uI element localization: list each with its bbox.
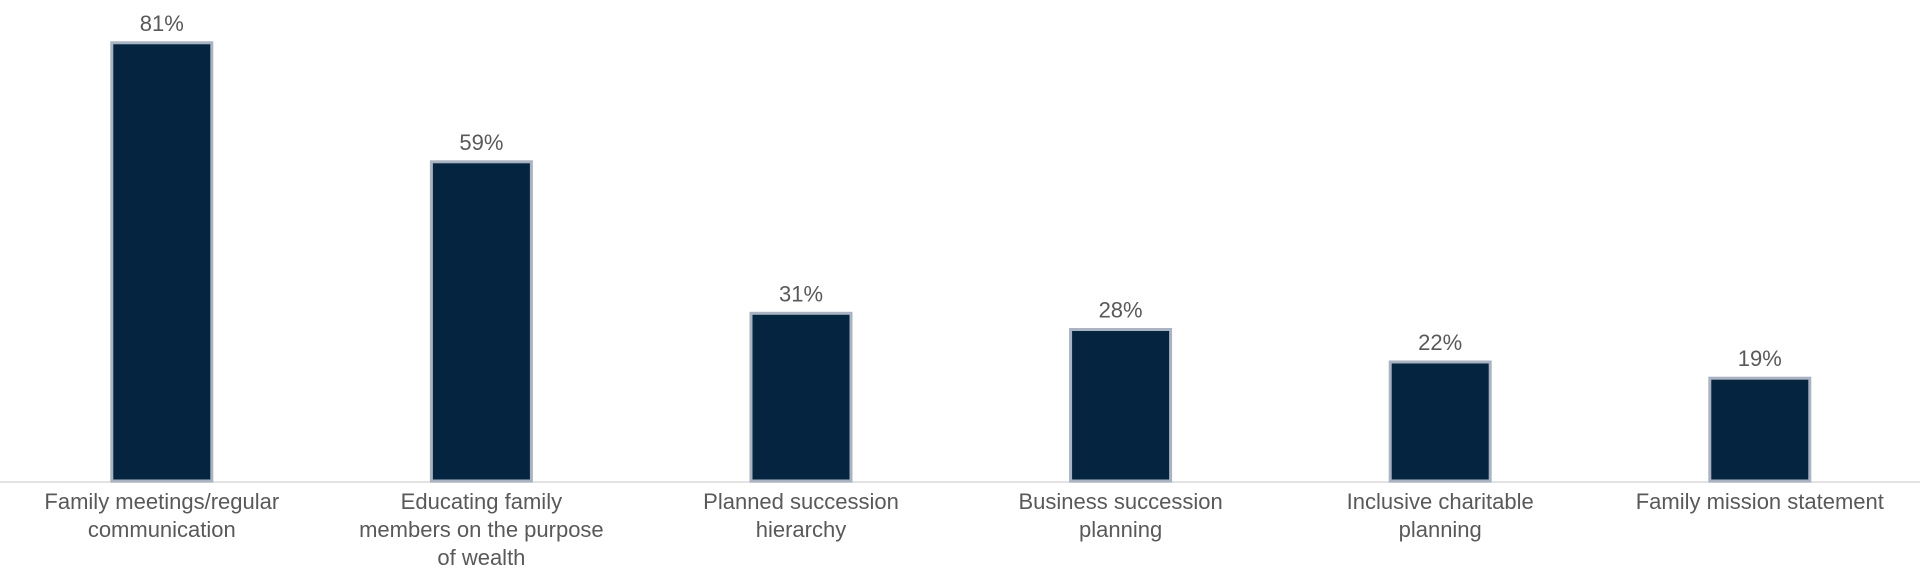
bar <box>1388 360 1492 483</box>
x-tick-label: Inclusive charitable planning <box>1346 489 1534 542</box>
x-tick-label: Family meetings/regular communication <box>44 489 280 542</box>
x-tick-label: Educating family members on the purpose … <box>359 489 604 570</box>
data-label: 81% <box>140 11 184 36</box>
x-tick-label: Planned succession hierarchy <box>703 489 899 542</box>
bar <box>1708 376 1812 483</box>
bar <box>1069 328 1173 483</box>
x-tick-label: Business succession planning <box>1018 489 1223 542</box>
bar <box>110 41 214 483</box>
page: 81%59%31%28%22%19% (() => { const data =… <box>0 10 1920 570</box>
data-label: 59% <box>459 130 503 155</box>
bar <box>749 311 853 483</box>
x-tick-label: Family mission statement <box>1635 489 1884 514</box>
bar <box>429 160 533 483</box>
data-label: 28% <box>1099 298 1143 323</box>
chart: 81% 59% 31% 28% 22% 19% <box>0 11 1920 483</box>
data-label: 22% <box>1418 330 1462 355</box>
data-label: 19% <box>1738 346 1782 371</box>
data-label: 31% <box>779 281 823 306</box>
